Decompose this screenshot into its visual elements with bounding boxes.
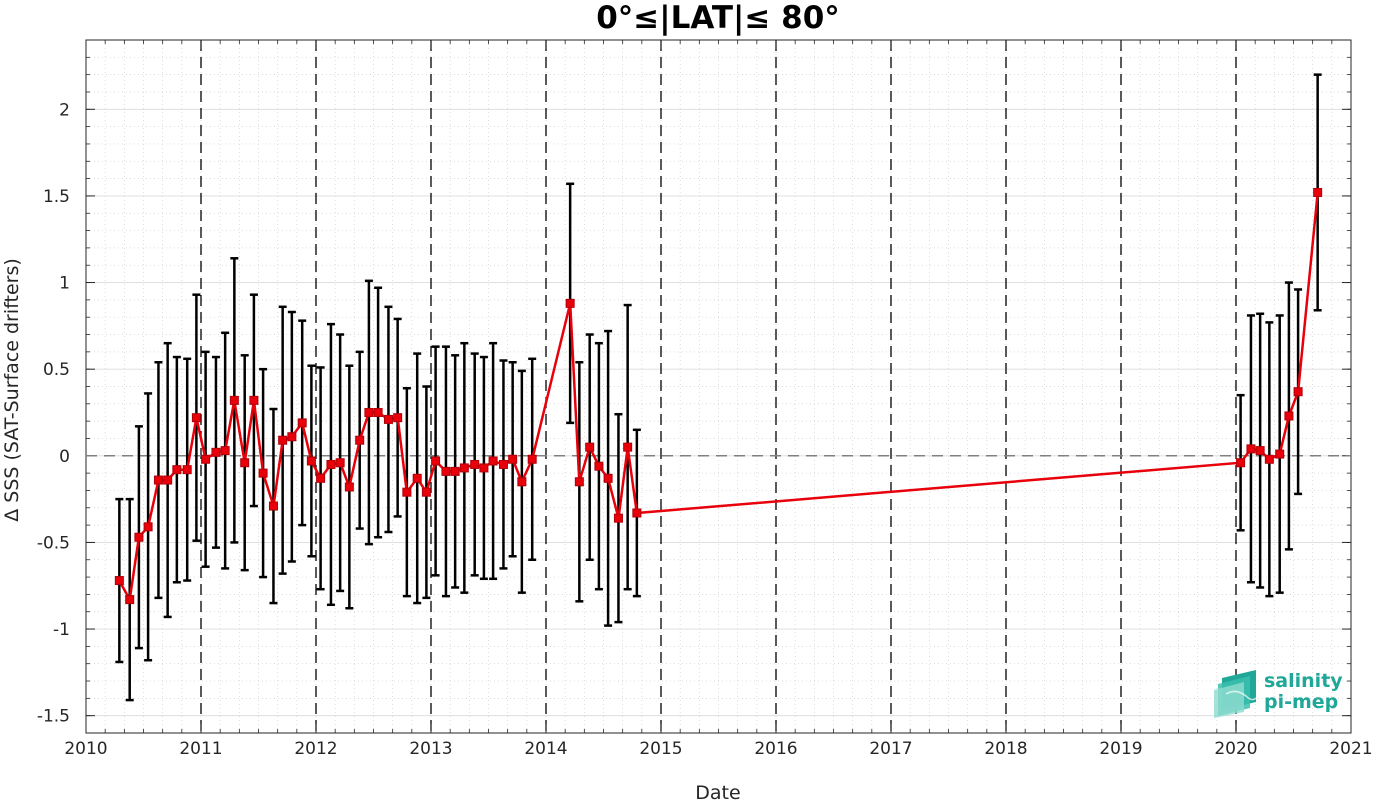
data-point-marker [450, 466, 460, 476]
logo-text-line1: salinity [1264, 670, 1343, 692]
waves-logo-icon [1214, 670, 1257, 718]
data-point-marker [163, 475, 173, 485]
x-tick-label: 2014 [524, 739, 567, 759]
data-point-marker [565, 298, 575, 308]
data-point-marker [287, 432, 297, 442]
x-tick-label: 2021 [1329, 739, 1372, 759]
y-tick-label: 0 [59, 447, 70, 467]
data-point-marker [1255, 446, 1265, 456]
data-point-marker [1246, 444, 1256, 454]
data-point-marker [421, 487, 431, 497]
data-point-marker [172, 465, 182, 475]
y-tick-label: 1 [59, 274, 70, 294]
data-point-marker [297, 418, 307, 428]
data-point-marker [459, 463, 469, 473]
data-point-marker [201, 454, 211, 464]
data-point-marker [268, 501, 278, 511]
data-point-marker [125, 595, 135, 605]
data-point-marker [306, 456, 316, 466]
logo-text-line2: pi-mep [1264, 691, 1338, 713]
data-point-marker [488, 456, 498, 466]
series-markers [114, 187, 1323, 605]
data-point-marker [249, 395, 259, 405]
x-tick-label: 2019 [1099, 739, 1142, 759]
chart-title: 0°≤|LAT|≤ 80° [596, 0, 840, 36]
y-tick-label: -1.5 [37, 707, 70, 727]
data-point-marker [441, 466, 451, 476]
data-point-marker [517, 477, 527, 487]
x-tick-label: 2018 [984, 739, 1027, 759]
x-tick-label: 2010 [64, 739, 107, 759]
data-point-marker [632, 508, 642, 518]
data-point-marker [508, 454, 518, 464]
data-point-marker [1313, 187, 1323, 197]
data-point-marker [229, 395, 239, 405]
y-tick-label: 0.5 [43, 360, 70, 380]
data-point-marker [344, 482, 354, 492]
data-point-marker [316, 473, 326, 483]
data-point-marker [211, 447, 221, 457]
data-point-marker [114, 576, 124, 586]
data-point-marker [143, 522, 153, 532]
data-point-marker [383, 414, 393, 424]
data-point-marker [191, 413, 201, 423]
x-tick-label: 2015 [639, 739, 682, 759]
data-point-marker [326, 459, 336, 469]
data-point-marker [258, 468, 268, 478]
data-point-marker [613, 513, 623, 523]
y-tick-label: -0.5 [37, 533, 70, 553]
data-point-marker [1236, 458, 1246, 468]
data-point-marker [574, 477, 584, 487]
axis-ticks [85, 39, 1352, 734]
data-point-marker [220, 446, 230, 456]
data-point-marker [479, 463, 489, 473]
salinity-pi-mep-logo: salinity pi-mep [1214, 670, 1343, 718]
data-point-marker [603, 473, 613, 483]
x-tick-label: 2012 [294, 739, 337, 759]
x-axis-label: Date [695, 782, 740, 801]
data-point-marker [278, 435, 288, 445]
data-point-marker [585, 442, 595, 452]
data-point-marker [623, 442, 633, 452]
data-point-marker [355, 435, 365, 445]
data-point-marker [402, 487, 412, 497]
data-point-marker [498, 459, 508, 469]
data-point-marker [1275, 449, 1285, 459]
y-tick-label: 1.5 [43, 187, 70, 207]
data-point-marker [527, 454, 537, 464]
data-point-marker [594, 461, 604, 471]
x-tick-label: 2016 [754, 739, 797, 759]
x-tick-label: 2017 [869, 739, 912, 759]
data-point-marker [364, 407, 374, 417]
data-point-marker [1293, 387, 1303, 397]
data-point-marker [335, 458, 345, 468]
data-point-marker [393, 413, 403, 423]
y-tick-labels: -1.5 -1 -0.5 0 0.5 1 1.5 2 [37, 100, 70, 726]
x-tick-label: 2011 [179, 739, 222, 759]
x-tick-label: 2013 [409, 739, 452, 759]
data-point-marker [1284, 411, 1294, 421]
x-tick-labels: 2010 2011 2012 2013 2014 2015 2016 2017 2018 2019… [64, 739, 1372, 759]
data-point-marker [431, 456, 441, 466]
data-point-marker [153, 475, 163, 485]
data-point-marker [240, 458, 250, 468]
y-tick-label: -1 [53, 620, 70, 640]
data-point-marker [1264, 454, 1274, 464]
data-point-marker [373, 407, 383, 417]
y-axis-label: Δ SSS (SAT-Surface drifters) [1, 258, 23, 522]
x-tick-label: 2020 [1214, 739, 1257, 759]
data-point-marker [182, 465, 192, 475]
data-point-marker [412, 473, 422, 483]
y-tick-label: 2 [59, 100, 70, 120]
data-point-marker [134, 532, 144, 542]
data-point-marker [470, 459, 480, 469]
